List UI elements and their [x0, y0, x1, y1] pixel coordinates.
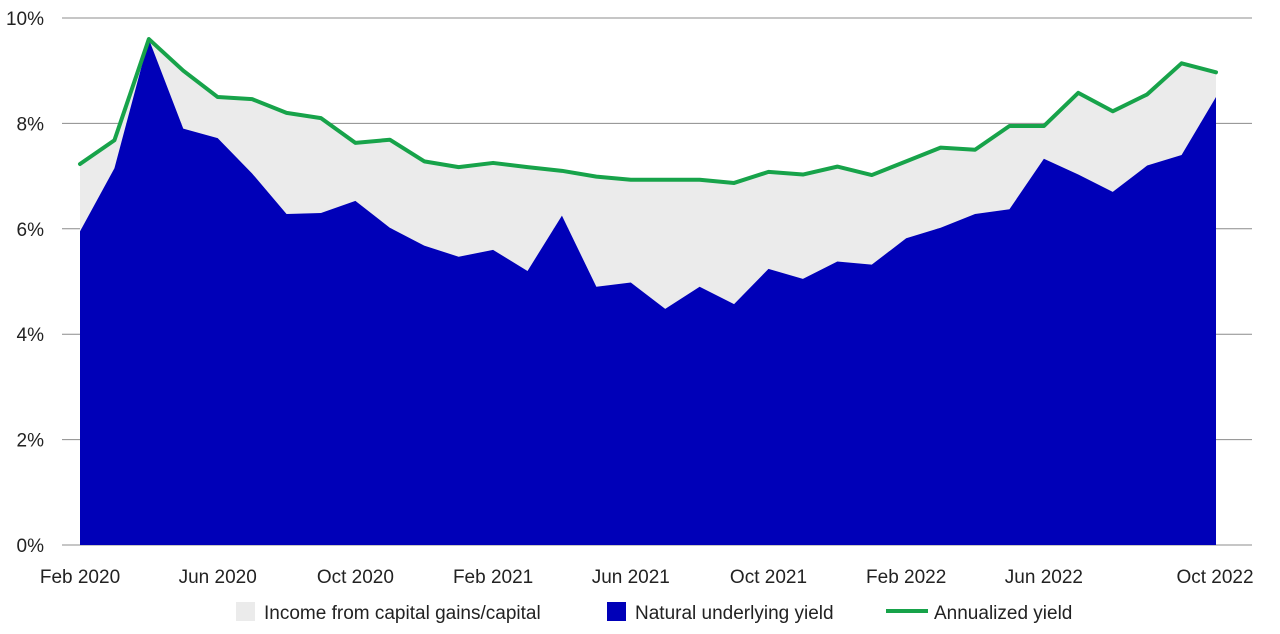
- x-tick-label: Jun 2020: [179, 567, 257, 588]
- x-axis: Feb 2020 Jun 2020 Oct 2020 Feb 2021 Jun 2021…: [40, 567, 1254, 588]
- legend-label: Natural underlying yield: [635, 603, 834, 624]
- y-tick-label: 4%: [17, 325, 45, 346]
- x-tick-label: Jun 2022: [1005, 567, 1083, 588]
- y-axis: 0% 2% 4% 6% 8% 10%: [6, 9, 44, 557]
- x-tick-label: Oct 2020: [317, 567, 394, 588]
- legend: Income from capital gains/capital Natural…: [236, 602, 1072, 624]
- line-series-annualized-yield: [78, 37, 1218, 185]
- legend-label: Annualized yield: [934, 603, 1072, 624]
- legend-swatch: [236, 602, 255, 621]
- x-tick-label: Feb 2020: [40, 567, 120, 588]
- areas-layer: [80, 39, 1216, 545]
- y-tick-label: 10%: [6, 9, 44, 30]
- lines-layer: [78, 37, 1218, 185]
- legend-label: Income from capital gains/capital: [264, 603, 541, 624]
- y-tick-label: 2%: [17, 431, 45, 452]
- x-tick-label: Feb 2021: [453, 567, 533, 588]
- area-series-capital-income: [80, 39, 1216, 309]
- x-tick-label: Jun 2021: [592, 567, 670, 588]
- y-tick-label: 0%: [17, 536, 45, 557]
- y-tick-label: 6%: [17, 220, 45, 241]
- area-series-natural-yield: [80, 39, 1216, 545]
- y-tick-label: 8%: [17, 114, 45, 135]
- x-tick-label: Oct 2021: [730, 567, 807, 588]
- x-tick-label: Feb 2022: [866, 567, 946, 588]
- legend-swatch: [607, 602, 626, 621]
- x-tick-label: Oct 2022: [1176, 567, 1253, 588]
